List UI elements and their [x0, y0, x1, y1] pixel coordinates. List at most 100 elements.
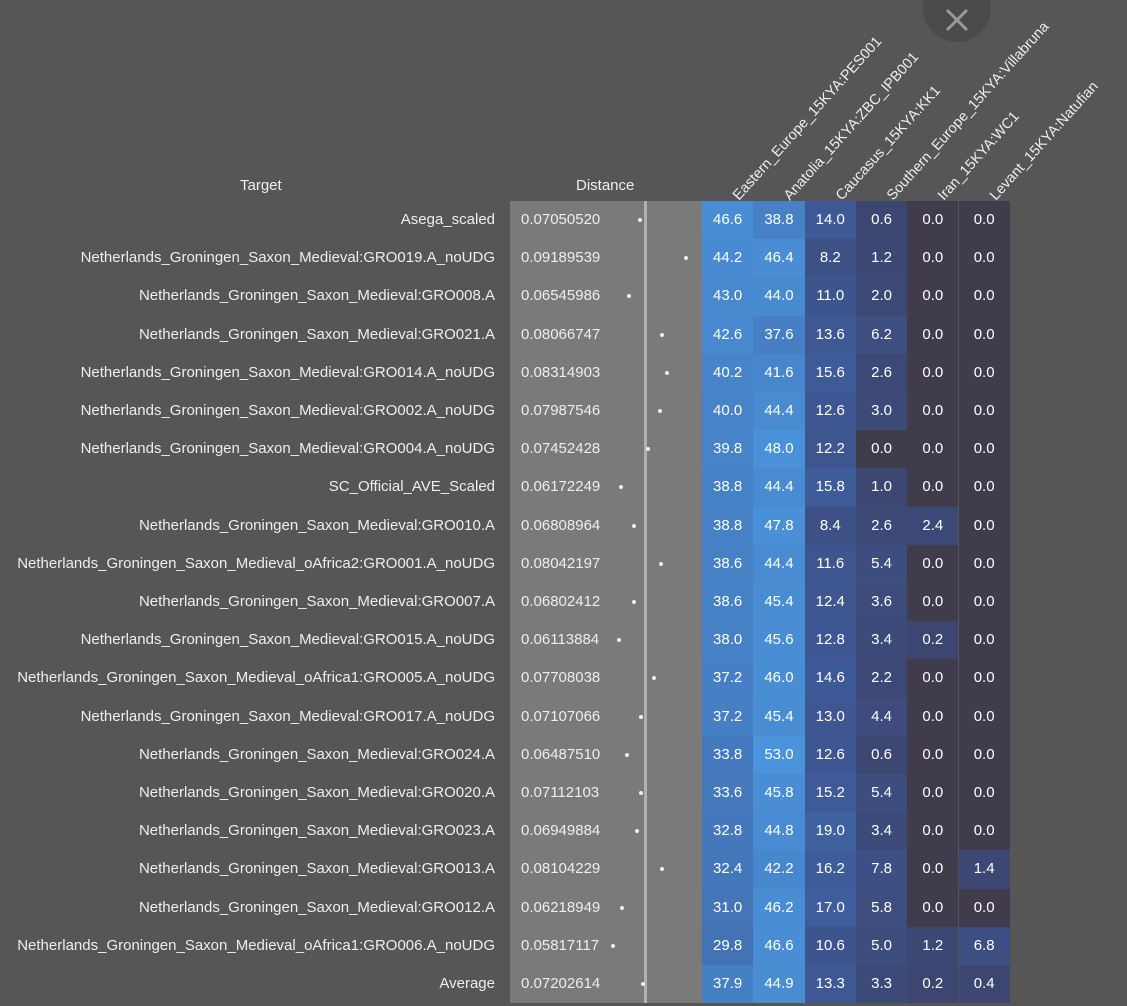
distance-dot: [617, 638, 622, 643]
distance-value: 0.06949884: [521, 822, 601, 840]
column-header: Levant_15KYA:Natufian: [986, 78, 1102, 204]
heatmap-cell: 0.2: [907, 965, 959, 1004]
heatmap-cell: 46.0: [753, 659, 805, 698]
distance-dot: [651, 676, 656, 681]
heatmap-cell: 32.8: [702, 812, 754, 851]
heatmap-cell: 15.8: [804, 468, 856, 507]
heatmap-cell: 4.4: [855, 697, 908, 736]
target-header: Target: [240, 177, 282, 194]
heatmap-cell: 5.4: [855, 774, 908, 813]
heatmap-cell: 0.2: [907, 621, 959, 660]
heatmap-cell: 0.0: [958, 430, 1010, 469]
heatmap-cell: 13.6: [804, 315, 856, 354]
heatmap-cell: 0.0: [958, 468, 1010, 507]
heatmap-cell: 0.0: [907, 392, 959, 431]
distance-dot: [657, 409, 662, 413]
distance-dot: [610, 943, 615, 948]
heatmap-cell: 0.0: [958, 583, 1010, 622]
heatmap-cell: 46.4: [753, 239, 805, 278]
heatmap-cell: 12.2: [804, 430, 856, 469]
heatmap-cell: 16.2: [804, 850, 856, 889]
heatmap-cell: 37.2: [702, 697, 754, 736]
distance-value: 0.07050520: [521, 211, 601, 228]
heatmap-cell: 12.6: [804, 735, 856, 774]
heatmap-cell: 48.0: [753, 430, 805, 469]
heatmap-cell: 44.2: [702, 239, 754, 278]
target-name: Netherlands_Groningen_Saxon_Medieval_oAf…: [17, 936, 495, 954]
heatmap-cell: 2.6: [855, 506, 908, 545]
heatmap-cell: 46.6: [702, 201, 754, 240]
heatmap-cell: 5.4: [855, 544, 908, 583]
distance-value: 0.08314903: [521, 363, 601, 381]
target-name: Netherlands_Groningen_Saxon_Medieval:GRO…: [138, 860, 495, 878]
heatmap-cell: 17.0: [804, 888, 856, 927]
distance-dot: [626, 294, 631, 299]
heatmap-cell: 8.4: [804, 506, 856, 545]
close-button[interactable]: [923, 0, 991, 42]
table-row: Netherlands_Groningen_Saxon_Medieval:GRO…: [0, 239, 1127, 278]
heatmap-cell: 46.2: [753, 888, 805, 927]
heatmap-cell: 46.6: [753, 926, 805, 965]
heatmap-cell: 6.8: [958, 926, 1010, 965]
heatmap-cell: 8.2: [804, 239, 856, 278]
distance-value: 0.06802412: [521, 593, 601, 610]
heatmap-cell: 53.0: [753, 735, 805, 774]
distance-dot: [638, 714, 643, 719]
heatmap-cell: 2.6: [855, 353, 908, 392]
heatmap-cell: 0.0: [958, 888, 1010, 927]
target-name: Netherlands_Groningen_Saxon_Medieval:GRO…: [80, 440, 495, 458]
distance-dot: [660, 867, 665, 872]
heatmap-cell: 0.6: [855, 201, 908, 240]
heatmap-cell: 1.2: [907, 926, 959, 965]
heatmap-cell: 45.4: [753, 583, 805, 622]
heatmap-cell: 39.8: [702, 430, 754, 469]
heatmap-cell: 0.0: [907, 239, 959, 278]
distance-column-bg: [510, 201, 702, 1003]
heatmap-cell: 44.8: [753, 812, 805, 851]
distance-dot: [638, 791, 643, 795]
heatmap-cell: 37.6: [753, 315, 805, 354]
heatmap-cell: 6.2: [855, 315, 908, 354]
heatmap-cell: 42.6: [702, 315, 754, 354]
table-row: Netherlands_Groningen_Saxon_Medieval:GRO…: [0, 506, 1127, 545]
heatmap-cell: 0.0: [958, 659, 1010, 698]
heatmap-cell: 1.4: [958, 850, 1010, 889]
heatmap-cell: 0.0: [958, 697, 1010, 736]
distance-dot: [635, 829, 640, 834]
heatmap-cell: 38.6: [702, 583, 754, 622]
table-row: Netherlands_Groningen_Saxon_Medieval:GRO…: [0, 812, 1127, 851]
heatmap-cell: 3.3: [855, 965, 908, 1004]
table-row: Netherlands_Groningen_Saxon_Medieval:GRO…: [0, 583, 1127, 622]
table-row: Netherlands_Groningen_Saxon_Medieval:GRO…: [0, 392, 1127, 431]
heatmap-cell: 12.4: [804, 583, 856, 622]
table-row: Netherlands_Groningen_Saxon_Medieval:GRO…: [0, 315, 1127, 354]
target-name: Netherlands_Groningen_Saxon_Medieval:GRO…: [138, 593, 495, 610]
heatmap-cell: 19.0: [804, 812, 856, 851]
heatmap-cell: 44.0: [753, 277, 805, 316]
heatmap-cell: 38.8: [753, 201, 805, 240]
heatmap-cell: 38.8: [702, 506, 754, 545]
distance-header: Distance: [576, 177, 635, 194]
target-name: Average: [439, 975, 495, 992]
target-name: SC_Official_AVE_Scaled: [328, 478, 495, 496]
heatmap-cell: 0.0: [958, 392, 1010, 431]
table-row: Netherlands_Groningen_Saxon_Medieval:GRO…: [0, 353, 1127, 392]
heatmap-cell: 38.8: [702, 468, 754, 507]
heatmap-cell: 45.6: [753, 621, 805, 660]
heatmap-cell: 0.0: [958, 812, 1010, 851]
distance-dot: [659, 332, 664, 337]
heatmap-cell: 13.3: [804, 965, 856, 1004]
heatmap-cell: 44.4: [753, 392, 805, 431]
target-name: Netherlands_Groningen_Saxon_Medieval:GRO…: [138, 516, 495, 534]
heatmap-cell: 0.0: [907, 277, 959, 316]
heatmap-cell: 31.0: [702, 888, 754, 927]
distance-value: 0.06487510: [521, 745, 601, 763]
heatmap-cell: 44.4: [753, 544, 805, 583]
distance-value: 0.06172249: [521, 478, 601, 496]
distance-value: 0.08066747: [521, 325, 601, 343]
distance-dot: [683, 256, 688, 261]
heatmap-cell: 0.0: [958, 735, 1010, 774]
heatmap-cell: 0.0: [907, 201, 959, 240]
heatmap-cell: 37.2: [702, 659, 754, 698]
heatmap-cell: 0.0: [907, 888, 959, 927]
